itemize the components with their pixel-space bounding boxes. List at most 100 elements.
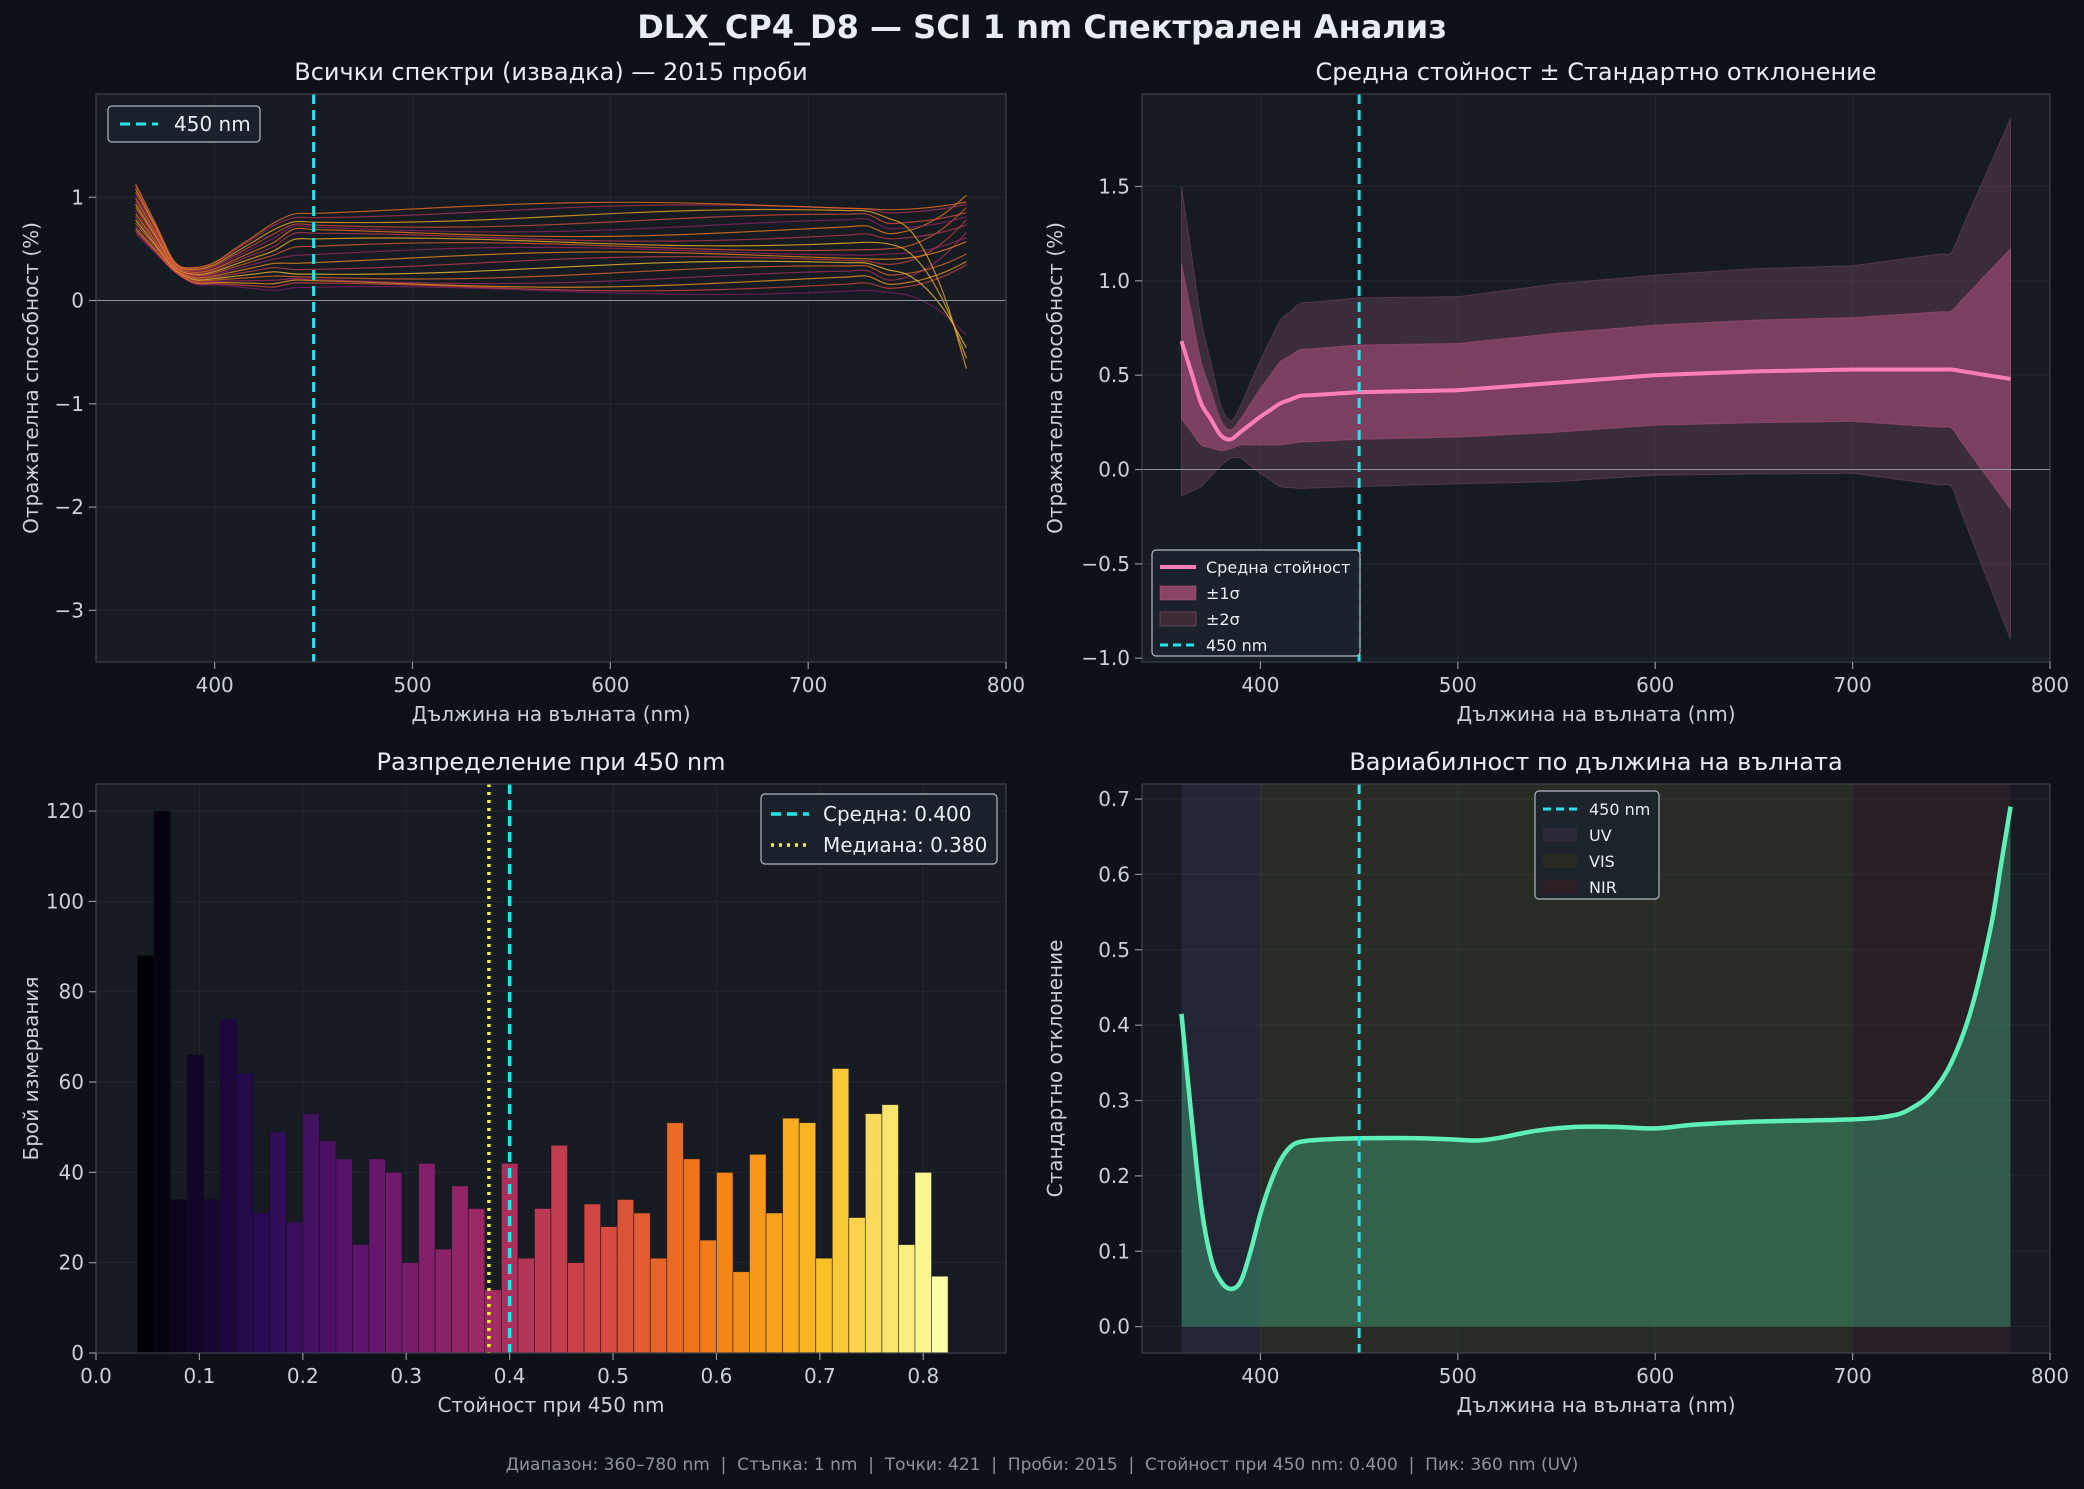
x-tick-label: 500 <box>1439 673 1477 697</box>
y-tick-label: 0.0 <box>1098 1315 1130 1339</box>
y-tick-label: 0.7 <box>1098 787 1130 811</box>
y-tick-label: 0.5 <box>1098 363 1130 387</box>
spectrum-line <box>135 204 967 359</box>
spectrum-line <box>135 201 967 275</box>
panel-title: Разпределение при 450 nm <box>377 748 726 776</box>
spectrum-line <box>135 194 967 272</box>
x-tick-label: 600 <box>1636 673 1674 697</box>
histogram-bar <box>352 1244 370 1354</box>
histogram-bar <box>170 1199 188 1354</box>
x-tick-label: 0.3 <box>390 1364 422 1388</box>
x-axis-label: Дължина на вълната (nm) <box>1457 1393 1736 1417</box>
histogram-bar <box>269 1131 287 1354</box>
histogram-bar <box>898 1244 916 1354</box>
legend: Средна стойност ±1σ ±2σ 450 nm <box>1151 549 1361 657</box>
legend-label: 450 nm <box>1206 636 1267 655</box>
y-tick-label: −0.5 <box>1081 552 1130 576</box>
y-tick-label: 0 <box>71 289 84 313</box>
std-line <box>1179 806 2013 1292</box>
y-tick-label: −3 <box>55 598 84 622</box>
histogram-bar <box>616 1199 635 1354</box>
legend-swatch <box>1159 585 1197 601</box>
spectrum-line <box>135 183 967 269</box>
histogram-bar <box>732 1271 750 1354</box>
x-tick-label: 400 <box>196 673 234 697</box>
legend-frame <box>1151 549 1361 657</box>
legend: Средна: 0.400 Медиана: 0.380 <box>760 793 998 865</box>
axes-frame <box>95 783 1007 1354</box>
histogram-bar <box>798 1122 817 1354</box>
spectrum-line <box>135 222 967 282</box>
y-tick-label: 100 <box>46 889 84 913</box>
bars <box>136 810 949 1354</box>
grid <box>1142 784 2051 1353</box>
legend-frame <box>107 105 261 143</box>
histogram-bar <box>451 1185 469 1354</box>
histogram-bar <box>186 1054 204 1354</box>
legend-frame <box>760 793 998 865</box>
y-axis-label: Отражателна способност (%) <box>1043 222 1067 534</box>
spectrum-line <box>135 191 967 271</box>
y-tick-label: 20 <box>59 1251 84 1275</box>
x-tick-label: 0.5 <box>597 1364 629 1388</box>
spectrum-line <box>135 210 967 278</box>
legend-swatch <box>1543 854 1577 868</box>
x-axis-label: Дължина на вълната (nm) <box>1457 702 1736 726</box>
spectrum-line <box>135 213 967 279</box>
legend-label: ±2σ <box>1206 610 1240 629</box>
x-axis-label: Стойност при 450 nm <box>438 1393 665 1417</box>
y-axis-label: Брой измервания <box>19 977 43 1161</box>
y-tick-label: 40 <box>59 1160 84 1184</box>
x-tick-label: 400 <box>1241 1364 1279 1388</box>
histogram-bar <box>815 1257 833 1354</box>
region-nir <box>1852 784 2011 1353</box>
panel-title: Средна стойност ± Стандартно отклонение <box>1315 58 1876 86</box>
x-tick-label: 700 <box>1834 1364 1872 1388</box>
panel-histogram_450: 0.0 0.1 0.2 0.3 0.4 0.5 0.6 0.7 0.8 0 20 40 60 80 100 1… <box>19 748 1007 1417</box>
histogram-bar <box>203 1199 221 1354</box>
histogram-bar <box>633 1212 651 1354</box>
histogram-bar <box>831 1068 850 1354</box>
y-tick-label: −2 <box>55 495 84 519</box>
y-axis-label: Отражателна способност (%) <box>19 222 43 534</box>
histogram-bar <box>236 1072 254 1354</box>
histogram-bar <box>567 1262 585 1354</box>
y-tick-label: 0.5 <box>1098 938 1130 962</box>
spectra-group <box>135 183 968 369</box>
legend-swatch <box>1543 880 1577 894</box>
histogram-bar <box>914 1171 932 1354</box>
histogram-bar <box>534 1208 552 1354</box>
x-tick-label: 500 <box>393 673 431 697</box>
y-tick-label: 60 <box>59 1070 84 1094</box>
legend: 450 nm <box>107 105 261 143</box>
spectrum-line <box>135 194 967 273</box>
x-tick-label: 0.6 <box>701 1364 733 1388</box>
histogram-bar <box>782 1117 800 1354</box>
y-tick-label: 0 <box>71 1341 84 1365</box>
histogram-bar <box>666 1122 684 1354</box>
histogram-bar <box>252 1212 271 1354</box>
figure-footer: Диапазон: 360–780 nm | Стъпка: 1 nm | То… <box>506 1455 1579 1475</box>
histogram-bar <box>219 1018 238 1354</box>
legend-label: 450 nm <box>174 112 251 136</box>
legend-label: UV <box>1589 826 1612 845</box>
x-tick-label: 0.1 <box>184 1364 216 1388</box>
y-tick-label: 1.0 <box>1098 269 1130 293</box>
histogram-bar <box>682 1158 701 1354</box>
histogram-bar <box>649 1257 668 1354</box>
y-tick-label: 1 <box>71 185 84 209</box>
histogram-bar <box>136 955 155 1354</box>
histogram-bar <box>385 1171 403 1354</box>
spectrum-line <box>135 219 967 349</box>
x-tick-label: 800 <box>2031 673 2069 697</box>
spectrum-line <box>135 230 967 292</box>
x-tick-label: 0.4 <box>494 1364 526 1388</box>
histogram-bar <box>600 1226 618 1354</box>
legend: 450 nm UV VIS NIR <box>1534 790 1660 900</box>
y-tick-label: 0.4 <box>1098 1013 1130 1037</box>
histogram-bar <box>550 1144 568 1354</box>
x-tick-label: 600 <box>591 673 629 697</box>
panel-all_spectra: 400 500 600 700 800 −3 −2 −1 0 1 Всички спектри (и… <box>19 58 1025 726</box>
spectrum-line <box>135 216 967 280</box>
y-tick-label: −1 <box>55 392 84 416</box>
